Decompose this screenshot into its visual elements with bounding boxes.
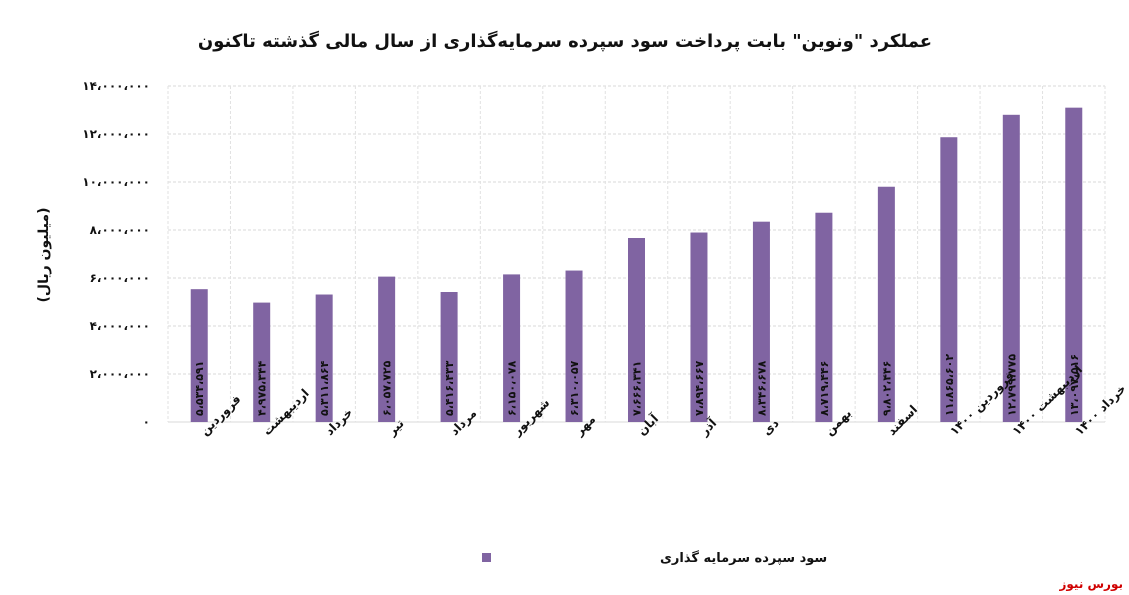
- bar: [1002, 114, 1020, 423]
- bar: [690, 232, 708, 422]
- y-tick-label: ۴،۰۰۰،۰۰۰: [90, 319, 150, 333]
- data-label: ۵،۵۳۴،۵۹۱: [193, 361, 206, 416]
- chart-title: عملکرد "ونوین" بابت پرداخت سود سپرده سرم…: [198, 30, 932, 52]
- data-label: ۸،۳۴۶،۶۷۸: [755, 360, 768, 416]
- bar: [940, 137, 958, 422]
- bar: [190, 289, 208, 422]
- y-tick-label: ۰: [143, 415, 150, 429]
- data-label: ۴،۹۷۵،۳۴۴: [256, 360, 269, 416]
- data-labels: ۵،۵۳۴،۵۹۱ ۴،۹۷۵،۳۴۴ ۵،۳۱۱،۸۶۴ ۶،۰۵۷،۷۲۵ ۵،۴۱…: [193, 354, 1081, 416]
- bar: [440, 292, 458, 422]
- data-label: ۶،۳۱۰،۰۵۷: [568, 360, 581, 416]
- bar: [565, 270, 583, 422]
- source-label: بورس نیوز: [1059, 577, 1123, 591]
- legend: سود سپرده سرمایه گذاری: [482, 550, 827, 566]
- bar: [378, 276, 396, 422]
- y-tick-label: ۲،۰۰۰،۰۰۰: [90, 367, 150, 381]
- bar: [315, 294, 333, 422]
- bar: [253, 302, 271, 422]
- bar: [752, 221, 770, 422]
- data-label: ۹،۸۰۲،۴۴۶: [880, 361, 893, 416]
- y-axis-label: (میلیون ریال): [36, 208, 52, 303]
- bar: [877, 186, 895, 422]
- legend-swatch: [482, 553, 491, 562]
- data-label: ۸،۷۱۹،۴۴۶: [818, 361, 831, 416]
- y-tick-label: ۸،۰۰۰،۰۰۰: [90, 223, 150, 237]
- bar: [503, 274, 521, 422]
- data-label: ۶،۰۵۷،۷۲۵: [381, 360, 394, 416]
- bar: [815, 212, 833, 422]
- data-label: ۷،۶۶۶،۳۴۱: [631, 361, 644, 416]
- data-label: ۱۳،۰۹۷،۵۱۶: [1068, 354, 1081, 416]
- y-tick-label: ۱۴،۰۰۰،۰۰۰: [82, 79, 150, 93]
- y-axis-ticks: ۰ ۲،۰۰۰،۰۰۰ ۴،۰۰۰،۰۰۰ ۶،۰۰۰،۰۰۰ ۸،۰۰۰،۰۰۰ ۱۰،…: [82, 79, 150, 429]
- bar-series: [190, 107, 1083, 423]
- data-label: ۱۱،۸۶۵،۶۰۲: [943, 354, 956, 416]
- data-label: ۶،۱۵۰،۰۷۸: [506, 360, 519, 416]
- legend-label: سود سپرده سرمایه گذاری: [660, 550, 827, 566]
- bar: [1065, 107, 1083, 423]
- y-tick-label: ۶،۰۰۰،۰۰۰: [90, 271, 150, 285]
- y-tick-label: ۱۰،۰۰۰،۰۰۰: [82, 175, 150, 189]
- bar: [628, 238, 645, 422]
- data-label: ۵،۴۱۶،۴۳۳: [443, 360, 456, 416]
- data-label: ۷،۸۹۴،۶۶۷: [693, 360, 706, 416]
- data-label: ۱۲،۷۹۹،۷۷۵: [1005, 354, 1018, 416]
- y-tick-label: ۱۲،۰۰۰،۰۰۰: [82, 127, 150, 141]
- data-label: ۵،۳۱۱،۸۶۴: [318, 360, 331, 416]
